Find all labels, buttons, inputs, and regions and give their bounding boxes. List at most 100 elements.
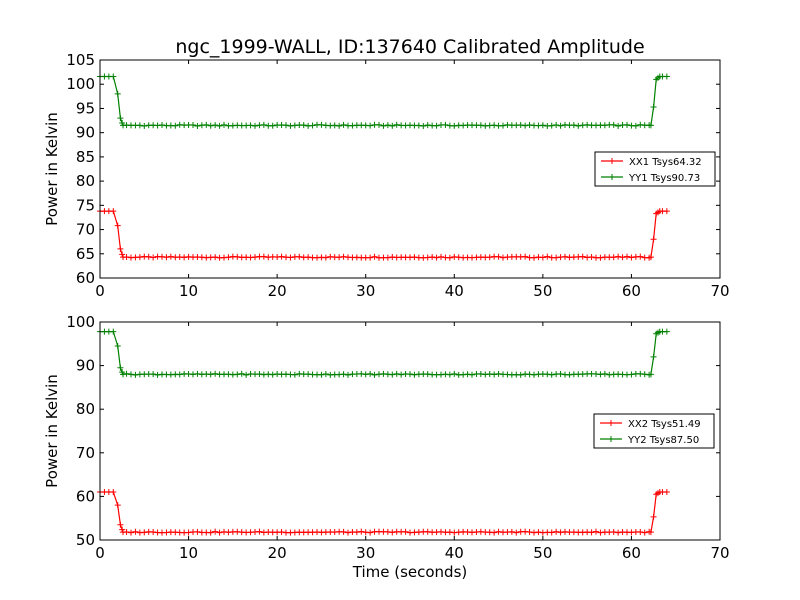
- data-point: [557, 370, 564, 377]
- data-point: [110, 208, 117, 215]
- data-point: [278, 528, 285, 535]
- data-point: [309, 122, 316, 129]
- data-point: [145, 253, 152, 260]
- data-point: [190, 371, 196, 378]
- x-tick-label: 40: [445, 544, 464, 562]
- data-point: [482, 371, 489, 378]
- data-point: [269, 122, 276, 129]
- data-point: [575, 122, 582, 129]
- x-tick-label: 20: [268, 282, 287, 300]
- data-point: [132, 528, 139, 535]
- data-point: [190, 121, 196, 128]
- legend: XX2 Tsys51.49 YY2 Tsys87.50: [593, 413, 715, 449]
- data-point: [345, 371, 351, 378]
- data-point: [150, 371, 157, 378]
- y-tick-label: 70: [76, 444, 95, 462]
- data-point: [225, 254, 232, 261]
- data-point: [367, 370, 374, 377]
- data-point: [663, 328, 670, 335]
- data-point: [548, 122, 555, 129]
- data-point: [637, 528, 644, 535]
- y-tick-label: 70: [76, 221, 95, 239]
- x-tick-label: 30: [356, 282, 375, 300]
- y-tick-label: 80: [76, 172, 95, 190]
- data-point: [345, 529, 351, 536]
- data-point: [446, 529, 453, 536]
- y-axis-label: Power in Kelvin: [43, 112, 61, 226]
- data-point: [522, 122, 529, 129]
- data-point: [340, 121, 347, 128]
- data-point: [637, 253, 644, 260]
- data-point: [647, 529, 654, 536]
- data-point: [154, 122, 161, 129]
- x-tick-label: 30: [356, 544, 375, 562]
- data-point: [119, 251, 126, 258]
- data-point: [562, 253, 568, 260]
- data-point: [610, 121, 617, 128]
- data-point: [420, 123, 427, 129]
- data-point: [207, 371, 214, 378]
- subplot-2: 0 10 20 30 40 50 60 70 50 60 70 80 90 100 Power in Kel…: [43, 313, 730, 562]
- data-point: [615, 529, 622, 536]
- legend: XX1 Tsys64.32 YY1 Tsys90.73: [594, 151, 716, 187]
- data-point: [136, 254, 143, 261]
- legend-marker: [609, 174, 615, 180]
- data-point: [641, 371, 648, 378]
- x-tick-label: 10: [179, 282, 198, 300]
- data-point: [442, 121, 449, 128]
- data-point: [557, 122, 564, 129]
- data-point: [429, 254, 436, 261]
- subplot-1: 0 10 20 30 40 50 60 70 60 65 70 75 80 85 90 95 100 105 Pow…: [43, 51, 730, 300]
- data-point: [647, 122, 654, 129]
- x-axis-label: Time (seconds): [352, 563, 468, 581]
- data-point: [212, 254, 219, 261]
- y-tick-label: 85: [76, 148, 95, 166]
- data-point: [278, 253, 285, 260]
- data-point: [371, 253, 378, 260]
- legend-label: XX1 Tsys64.32: [629, 157, 702, 168]
- data-point: [433, 122, 440, 129]
- data-point: [477, 370, 484, 377]
- data-point: [624, 121, 630, 128]
- data-point: [260, 529, 267, 536]
- data-point: [367, 529, 374, 536]
- data-point: [216, 529, 223, 536]
- data-point: [123, 528, 130, 535]
- data-point: [207, 529, 214, 536]
- data-point: [340, 371, 347, 378]
- x-tick-label: 10: [179, 544, 198, 562]
- data-point: [367, 122, 374, 129]
- data-point: [628, 371, 635, 378]
- chart-title: ngc_1999-WALL, ID:137640 Calibrated Ampl…: [175, 36, 644, 58]
- data-point: [647, 371, 654, 378]
- data-point: [451, 370, 458, 377]
- data-point: [123, 254, 130, 261]
- data-point: [491, 371, 498, 378]
- x-tick-label: 60: [622, 282, 641, 300]
- data-point: [331, 122, 338, 129]
- data-point: [371, 371, 378, 378]
- data-point: [539, 122, 546, 129]
- data-point: [150, 254, 157, 261]
- plot-frame: [99, 321, 721, 541]
- data-point: [185, 529, 192, 536]
- data-point: [663, 73, 670, 80]
- data-point: [318, 121, 325, 128]
- data-point: [260, 253, 267, 260]
- y-tick-label: 105: [66, 51, 95, 69]
- data-point: [522, 253, 529, 260]
- data-point: [384, 122, 391, 129]
- x-tick-label: 70: [710, 544, 729, 562]
- data-point: [597, 371, 604, 378]
- data-point: [172, 122, 179, 129]
- data-point: [588, 529, 595, 536]
- data-point: [566, 371, 573, 378]
- y-tick-label: 90: [76, 124, 95, 142]
- data-point: [358, 370, 365, 377]
- x-tick-label: 50: [533, 282, 552, 300]
- data-point: [203, 121, 210, 128]
- data-point: [212, 528, 219, 535]
- data-point: [539, 254, 546, 261]
- data-point: [548, 371, 555, 378]
- data-point: [650, 236, 657, 243]
